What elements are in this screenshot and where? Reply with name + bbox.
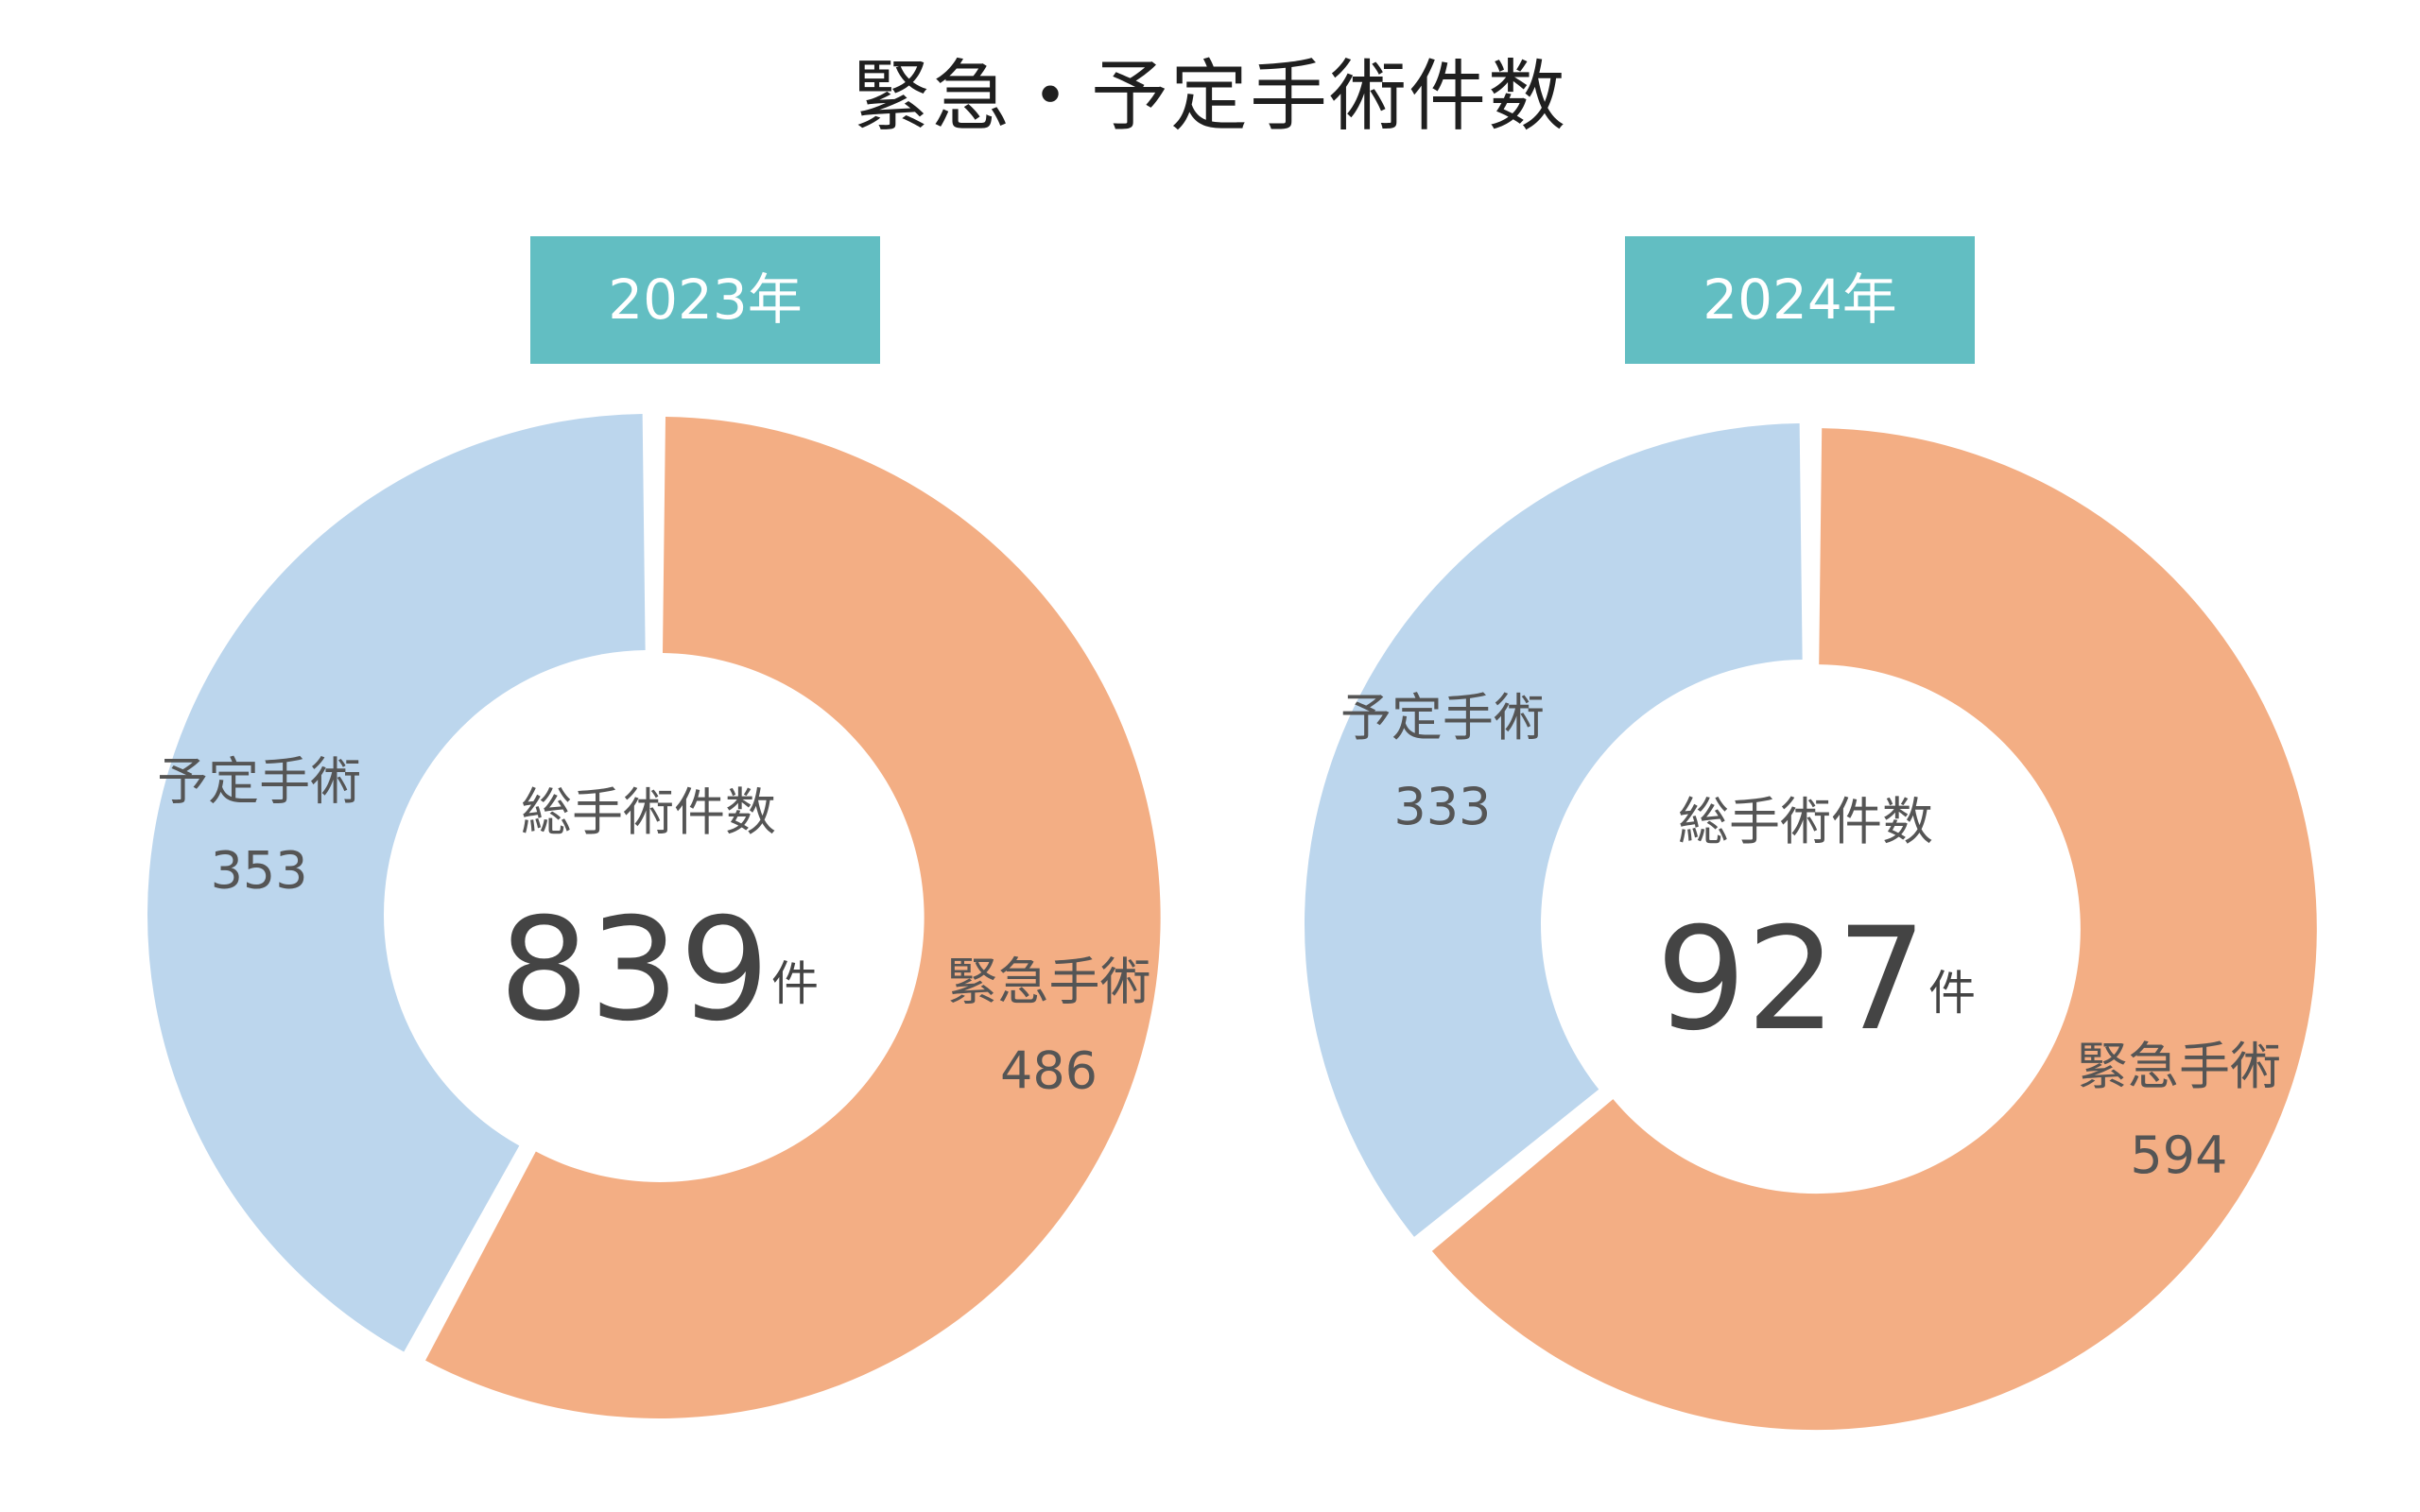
center-unit-0: 件 xyxy=(771,956,819,1011)
slice-label-value-0-1: 353 xyxy=(211,840,308,900)
slice-emergency-1 xyxy=(1431,428,2317,1431)
year-badge-2023: 2023年 xyxy=(530,236,880,364)
chart-title: 緊急・予定手術件数 xyxy=(852,52,1567,142)
donut-chart-1: 緊急手術 594 予定手術 333 総手術件数 927 件 xyxy=(1304,423,2317,1431)
slice-label-value-1-0: 594 xyxy=(2130,1125,2227,1185)
slice-label-value-0-0: 486 xyxy=(1000,1041,1098,1101)
slice-label-name-0-0: 緊急手術 xyxy=(947,953,1151,1012)
center-label-1: 総手術件数 xyxy=(1678,792,1933,851)
slice-scheduled-1 xyxy=(1304,423,1803,1237)
slice-label-name-0-1: 予定手術 xyxy=(157,751,361,811)
slice-emergency-0 xyxy=(425,416,1161,1418)
donut-chart-0: 緊急手術 486 予定手術 353 総手術件数 839 件 xyxy=(147,414,1161,1418)
slice-label-name-1-0: 緊急手術 xyxy=(2077,1037,2281,1096)
center-label-0: 総手術件数 xyxy=(521,782,776,842)
slice-label-name-1-1: 予定手術 xyxy=(1340,688,1545,747)
center-total-0: 839 xyxy=(499,888,769,1053)
center-unit-1: 件 xyxy=(1928,966,1976,1021)
slice-scheduled-0 xyxy=(147,414,646,1352)
slice-label-value-1-1: 333 xyxy=(1393,777,1491,836)
center-total-1: 927 xyxy=(1656,898,1927,1062)
year-badge-2024: 2024年 xyxy=(1625,236,1975,364)
